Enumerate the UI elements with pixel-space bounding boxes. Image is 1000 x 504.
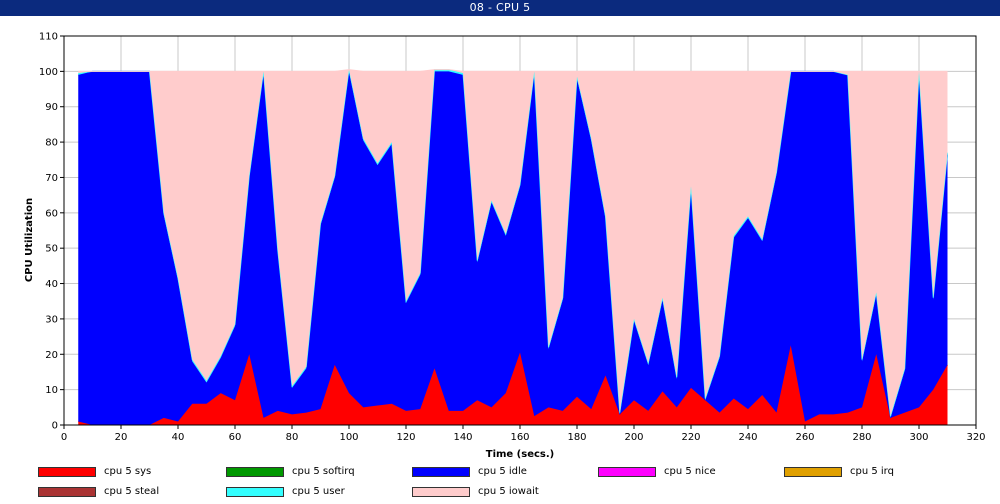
x-axis-label: Time (secs.) [486,449,555,460]
legend-swatch [784,467,842,477]
y-tick-label: 0 [52,421,58,432]
x-tick-label: 300 [909,432,928,443]
y-tick-label: 60 [45,208,58,219]
cpu-utilization-chart: 0 20 40 60 80 100 120 140 160 180 200 220 240 260 280 3… [24,32,986,461]
area-series [78,69,948,426]
y-tick-label: 20 [45,350,58,361]
y-tick-label: 50 [45,244,58,255]
y-tick-label: 110 [39,32,58,43]
legend-swatch [412,487,470,497]
legend: cpu 5 sys cpu 5 softirq cpu 5 idle cpu 5 ni… [0,460,1000,504]
x-tick-label: 40 [172,432,185,443]
x-tick-label: 100 [339,432,358,443]
window-title: 08 - CPU 5 [0,0,1000,16]
area-cpu-5-sys [78,345,948,425]
x-tick-label: 20 [115,432,128,443]
y-tick-label: 70 [45,173,58,184]
x-tick-label: 260 [795,432,814,443]
legend-label: cpu 5 steal [104,486,160,497]
legend-label: cpu 5 idle [478,466,527,477]
legend-swatch [38,487,96,497]
x-tick-label: 220 [681,432,700,443]
x-tick-label: 160 [510,432,529,443]
x-tick-label: 320 [966,432,985,443]
legend-swatch [38,467,96,477]
x-tick-label: 60 [229,432,242,443]
legend-label: cpu 5 iowait [478,486,539,497]
x-tick-label: 240 [738,432,757,443]
x-tick-label: 80 [286,432,299,443]
area-cpu-5-idle [78,71,948,426]
area-cpu-5-iowait [78,69,948,417]
y-axis-label: CPU Utilization [24,198,35,282]
y-tick-label: 40 [45,279,58,290]
x-tick-label: 120 [396,432,415,443]
legend-label: cpu 5 sys [104,466,152,477]
x-tick-label: 280 [852,432,871,443]
legend-label: cpu 5 nice [664,466,716,477]
line-cpu-5-iowait [78,69,948,72]
x-tick-label: 200 [624,432,643,443]
legend-swatch [226,487,284,497]
y-tick-label: 30 [45,314,58,325]
y-tick-label: 80 [45,138,58,149]
legend-swatch [412,467,470,477]
legend-swatch [226,467,284,477]
y-tick-label: 100 [39,67,58,78]
x-tick-label: 180 [567,432,586,443]
legend-label: cpu 5 softirq [292,466,355,477]
x-tick-label: 0 [61,432,67,443]
y-tick-label: 10 [45,385,58,396]
legend-label: cpu 5 irq [850,466,894,477]
axes: 0 20 40 60 80 100 120 140 160 180 200 220 240 260 280 3… [39,32,986,444]
legend-label: cpu 5 user [292,486,345,497]
y-tick-label: 90 [45,102,58,113]
x-tick-label: 140 [453,432,472,443]
legend-swatch [598,467,656,477]
